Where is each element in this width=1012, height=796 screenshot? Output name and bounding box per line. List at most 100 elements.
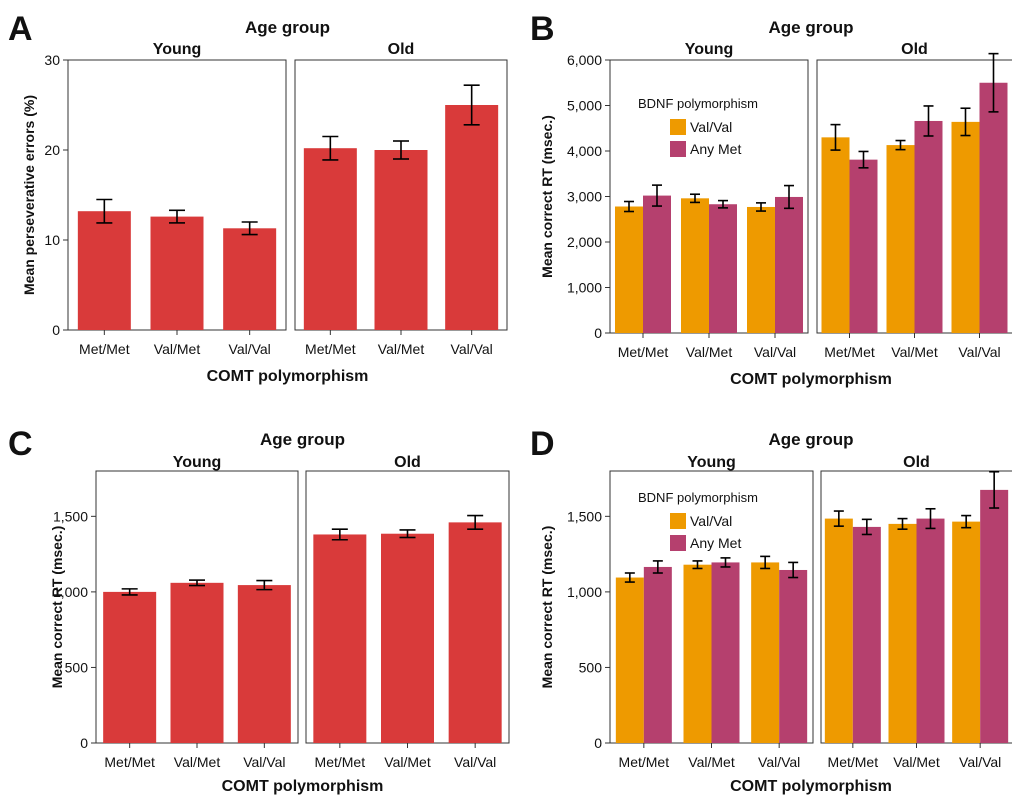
legend-label: Any Met <box>690 141 741 157</box>
y-axis-title: Mean perseverative errors (%) <box>21 95 37 295</box>
bar <box>615 206 643 333</box>
facet-old: Old Met/Met Val/Met Val/Val <box>294 41 508 357</box>
panel-b: B Age group 0 1,000 2,000 3,000 4,000 5,000 6,00… <box>530 10 1012 388</box>
bar <box>849 159 878 333</box>
y-tick-label: 1,000 <box>567 280 602 296</box>
panel-letter: D <box>530 425 555 463</box>
bar <box>916 518 945 743</box>
bar <box>643 566 672 743</box>
bar <box>711 562 740 743</box>
y-tick-label: 6,000 <box>567 52 602 68</box>
facet-young: Young Met/Met Val/Met Val/Val <box>609 454 814 770</box>
y-tick-label: 1,000 <box>567 584 602 600</box>
facet-old: Old Met/Met Val/Met Val/Val <box>816 41 1012 360</box>
x-tick-label: Met/Met <box>305 341 356 357</box>
bar <box>751 562 780 743</box>
bar <box>381 533 434 743</box>
x-tick-label: Met/Met <box>824 344 875 360</box>
bar <box>709 204 737 333</box>
bar <box>448 522 502 743</box>
facet-young: Young Met/Met Val/Met Val/Val <box>609 41 809 360</box>
facet-group-title: Age group <box>245 18 330 37</box>
x-tick-label: Val/Met <box>891 344 938 360</box>
x-axis-title: COMT polymorphism <box>222 778 384 795</box>
x-tick-label: Met/Met <box>828 754 879 770</box>
x-tick-label: Val/Val <box>754 344 796 360</box>
bar <box>747 206 775 333</box>
bar <box>886 145 915 333</box>
y-tick-label: 500 <box>65 659 89 675</box>
bar <box>313 534 367 743</box>
facet-young: Young Met/Met Val/Met Val/Val <box>95 454 299 770</box>
x-axis-title: COMT polymorphism <box>730 778 892 795</box>
facet-label: Old <box>903 454 930 471</box>
facet-old: Old Met/Met Val/Met Val/Val <box>305 454 510 770</box>
x-axis-title: COMT polymorphism <box>730 371 892 388</box>
x-tick-label: Val/Met <box>174 754 221 770</box>
bar <box>824 518 853 743</box>
bar <box>852 526 881 743</box>
legend-swatch <box>670 141 686 157</box>
y-tick-label: 0 <box>52 322 60 338</box>
panel-letter: B <box>530 10 555 48</box>
facet-label: Young <box>173 454 222 471</box>
legend-label: Any Met <box>690 535 741 551</box>
x-tick-label: Val/Val <box>758 754 800 770</box>
y-tick-label: 1,000 <box>53 584 88 600</box>
legend: BDNF polymorphism Val/Val Any Met <box>638 96 758 157</box>
y-axis-title: Mean correct RT (msec.) <box>539 115 555 278</box>
y-tick-label: 1,500 <box>53 508 88 524</box>
bar <box>952 521 981 743</box>
bar <box>681 198 709 333</box>
y-axis-title: Mean correct RT (msec.) <box>539 526 555 689</box>
bar <box>951 121 980 333</box>
x-tick-label: Met/Met <box>619 754 670 770</box>
y-tick-label: 1,500 <box>567 508 602 524</box>
bar <box>914 120 943 333</box>
facet-label: Old <box>901 41 928 58</box>
legend-label: Val/Val <box>690 119 732 135</box>
facet-label: Young <box>153 41 202 58</box>
x-tick-label: Val/Val <box>958 344 1000 360</box>
bar <box>615 577 644 743</box>
facet-label: Old <box>388 41 415 58</box>
x-tick-label: Met/Met <box>618 344 669 360</box>
bar <box>775 196 803 333</box>
y-tick-label: 3,000 <box>567 189 602 205</box>
y-tick-label: 20 <box>44 142 60 158</box>
x-tick-label: Val/Met <box>688 754 735 770</box>
panel-c: C Age group 0 500 1,000 1,500 Mean correct RT … <box>8 425 510 795</box>
y-tick-label: 0 <box>594 735 602 751</box>
facet-old: Old Met/Met Val/Met Val/Val <box>820 454 1012 770</box>
x-tick-label: Met/Met <box>79 341 130 357</box>
panel-letter: C <box>8 425 33 463</box>
bar <box>980 489 1009 743</box>
facet-label: Old <box>394 454 421 471</box>
facet-group-title: Age group <box>769 18 854 37</box>
bar <box>223 228 277 330</box>
legend: BDNF polymorphism Val/Val Any Met <box>638 490 758 551</box>
bar <box>445 105 499 330</box>
legend-title: BDNF polymorphism <box>638 490 758 505</box>
facet-label: Young <box>687 454 736 471</box>
bar <box>779 569 808 743</box>
facet-group-title: Age group <box>769 430 854 449</box>
bar <box>979 82 1008 333</box>
bar <box>643 195 671 333</box>
y-tick-label: 30 <box>44 52 60 68</box>
legend-swatch <box>670 119 686 135</box>
x-tick-label: Val/Met <box>378 341 425 357</box>
y-tick-label: 500 <box>579 659 603 675</box>
x-tick-label: Val/Val <box>451 341 493 357</box>
y-tick-label: 0 <box>594 325 602 341</box>
x-tick-label: Val/Val <box>454 754 496 770</box>
x-tick-label: Val/Val <box>229 341 271 357</box>
bar <box>103 591 157 743</box>
bar <box>77 211 131 330</box>
bar <box>303 148 357 330</box>
y-tick-label: 2,000 <box>567 234 602 250</box>
x-axis-title: COMT polymorphism <box>207 368 369 385</box>
y-tick-label: 4,000 <box>567 143 602 159</box>
facet-label: Young <box>685 41 734 58</box>
